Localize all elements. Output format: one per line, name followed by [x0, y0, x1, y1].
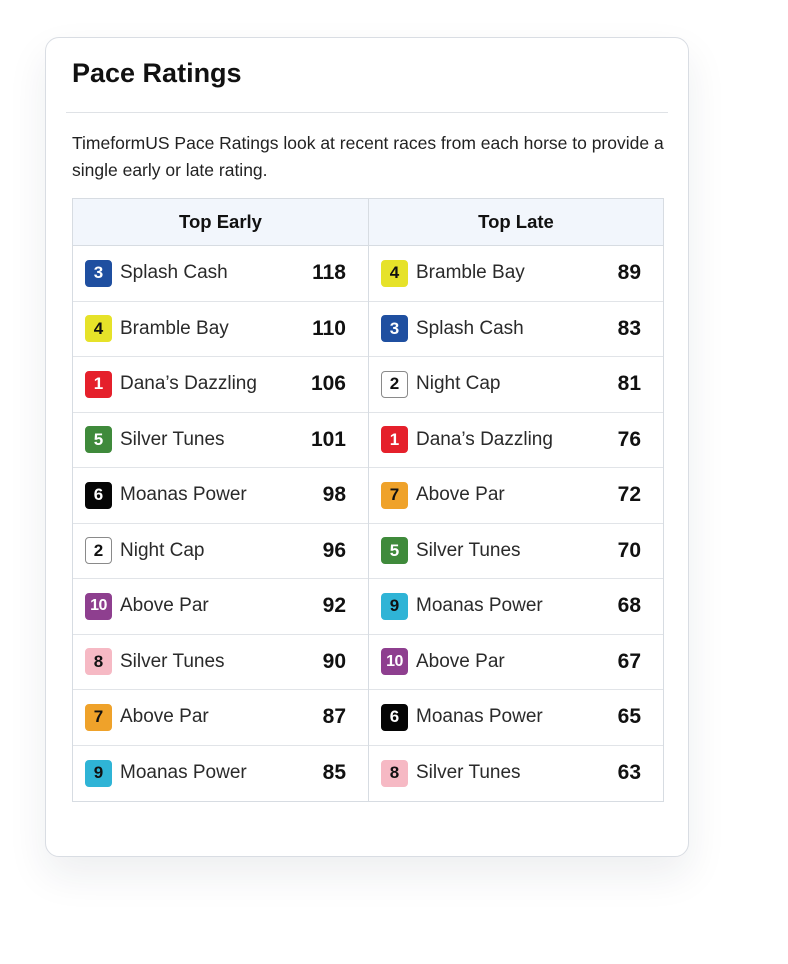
horse-name: Night Cap [120, 539, 205, 561]
pace-rating-value: 101 [310, 427, 346, 451]
horse-row: 6 Moanas Power 98 [73, 468, 368, 524]
horse-name: Moanas Power [416, 706, 543, 728]
horse-name: Silver Tunes [120, 428, 225, 450]
post-number-badge: 10 [381, 648, 408, 676]
pace-rating-value: 106 [310, 372, 346, 396]
horse-row: 3 Splash Cash 118 [73, 246, 368, 302]
top-late-column: Top Late 4 Bramble Bay 89 3 Splash Cash 83 2 Ni… [368, 199, 663, 801]
pace-rating-value: 90 [322, 649, 346, 673]
pace-rating-value: 72 [617, 483, 641, 507]
post-number-badge: 7 [85, 703, 112, 731]
panel-title: Pace Ratings [72, 58, 242, 88]
pace-rating-value: 70 [617, 538, 641, 562]
post-number-badge: 9 [85, 759, 112, 787]
horse-row: 1 Dana’s Dazzling 76 [369, 413, 663, 468]
post-number-badge: 2 [381, 370, 408, 398]
pace-rating-value: 81 [617, 372, 641, 396]
top-late-rows: 4 Bramble Bay 89 3 Splash Cash 83 2 Night Cap 81… [369, 246, 663, 801]
pace-rating-value: 67 [617, 649, 641, 673]
horse-row: 6 Moanas Power 65 [369, 690, 663, 746]
horse-row: 7 Above Par 87 [73, 690, 368, 746]
pace-rating-value: 118 [312, 261, 346, 285]
post-number-badge: 6 [85, 481, 112, 509]
ratings-table: Top Early 3 Splash Cash 118 4 Bramble Bay 110… [72, 198, 664, 802]
horse-row: 3 Splash Cash 83 [369, 302, 663, 357]
horse-row: 4 Bramble Bay 89 [369, 246, 663, 302]
horse-row: 8 Silver Tunes 63 [369, 746, 663, 802]
pace-rating-value: 85 [322, 761, 346, 785]
horse-row: 1 Dana’s Dazzling 106 [73, 357, 368, 413]
pace-ratings-card: Pace Ratings TimeformUS Pace Ratings loo… [45, 37, 689, 857]
top-late-header: Top Late [369, 199, 663, 246]
horse-name: Above Par [416, 650, 505, 672]
horse-name: Night Cap [416, 373, 501, 395]
horse-name: Bramble Bay [120, 317, 229, 339]
post-number-badge: 8 [381, 759, 408, 787]
pace-rating-value: 83 [617, 316, 641, 340]
title-divider [66, 112, 668, 113]
post-number-badge: 1 [85, 370, 112, 398]
pace-rating-value: 68 [617, 594, 641, 618]
horse-row: 7 Above Par 72 [369, 468, 663, 524]
pace-rating-value: 63 [617, 761, 641, 785]
horse-name: Dana’s Dazzling [416, 428, 553, 450]
horse-row: 2 Night Cap 96 [73, 524, 368, 579]
post-number-badge: 3 [85, 259, 112, 287]
pace-rating-value: 96 [322, 538, 346, 562]
horse-row: 5 Silver Tunes 70 [369, 524, 663, 579]
horse-row: 8 Silver Tunes 90 [73, 635, 368, 690]
post-number-badge: 8 [85, 648, 112, 676]
horse-row: 2 Night Cap 81 [369, 357, 663, 413]
post-number-badge: 4 [381, 259, 408, 287]
horse-name: Splash Cash [120, 262, 228, 284]
post-number-badge: 5 [381, 537, 408, 565]
post-number-badge: 10 [85, 592, 112, 620]
horse-row: 10 Above Par 92 [73, 579, 368, 635]
horse-name: Above Par [120, 706, 209, 728]
horse-name: Silver Tunes [416, 539, 521, 561]
horse-name: Dana’s Dazzling [120, 373, 257, 395]
top-early-header: Top Early [73, 199, 368, 246]
horse-name: Above Par [416, 484, 505, 506]
horse-name: Bramble Bay [416, 262, 525, 284]
horse-name: Silver Tunes [416, 762, 521, 784]
pace-rating-value: 89 [617, 261, 641, 285]
horse-row: 5 Silver Tunes 101 [73, 413, 368, 468]
post-number-badge: 9 [381, 592, 408, 620]
horse-name: Splash Cash [416, 317, 524, 339]
post-number-badge: 6 [381, 703, 408, 731]
horse-name: Moanas Power [416, 595, 543, 617]
horse-row: 9 Moanas Power 68 [369, 579, 663, 635]
horse-row: 4 Bramble Bay 110 [73, 302, 368, 357]
pace-rating-value: 98 [322, 483, 346, 507]
panel-description: TimeformUS Pace Ratings look at recent r… [72, 133, 664, 180]
post-number-badge: 7 [381, 481, 408, 509]
post-number-badge: 3 [381, 315, 408, 343]
post-number-badge: 4 [85, 315, 112, 343]
pace-rating-value: 110 [312, 316, 346, 340]
horse-name: Above Par [120, 595, 209, 617]
post-number-badge: 5 [85, 426, 112, 454]
pace-rating-value: 87 [322, 705, 346, 729]
pace-rating-value: 76 [617, 427, 641, 451]
horse-name: Moanas Power [120, 484, 247, 506]
top-early-column: Top Early 3 Splash Cash 118 4 Bramble Bay 110… [73, 199, 368, 801]
horse-row: 9 Moanas Power 85 [73, 746, 368, 802]
horse-name: Moanas Power [120, 762, 247, 784]
horse-row: 10 Above Par 67 [369, 635, 663, 690]
pace-rating-value: 92 [322, 594, 346, 618]
top-early-rows: 3 Splash Cash 118 4 Bramble Bay 110 1 Dana’s Da… [73, 246, 368, 801]
pace-rating-value: 65 [617, 705, 641, 729]
post-number-badge: 1 [381, 426, 408, 454]
horse-name: Silver Tunes [120, 650, 225, 672]
post-number-badge: 2 [85, 537, 112, 565]
